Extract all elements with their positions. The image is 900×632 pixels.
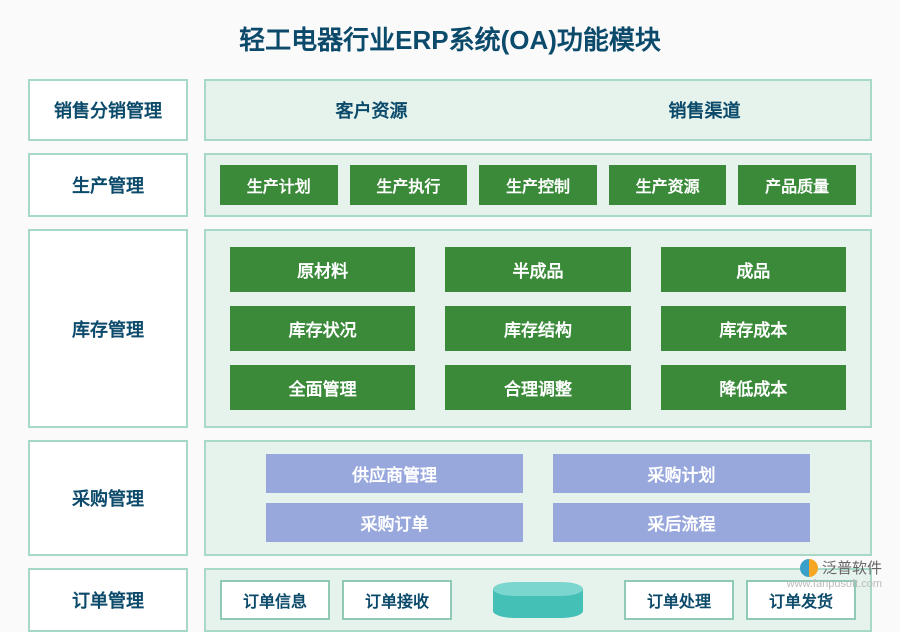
content-sales: 客户资源 销售渠道 bbox=[204, 79, 872, 141]
row-sales: 销售分销管理 客户资源 销售渠道 bbox=[28, 79, 872, 141]
order-chip: 订单接收 bbox=[342, 580, 452, 620]
content-production: 生产计划 生产执行 生产控制 生产资源 产品质量 bbox=[204, 153, 872, 217]
watermark: 泛普软件 www.fanpusoft.com bbox=[787, 557, 882, 590]
prod-chip: 生产执行 bbox=[350, 165, 468, 205]
inv-chip: 库存结构 bbox=[445, 306, 630, 351]
order-chip: 订单信息 bbox=[220, 580, 330, 620]
diagram-body: 销售分销管理 客户资源 销售渠道 生产管理 生产计划 生产执行 生产控制 生产资… bbox=[28, 79, 872, 632]
inv-chip: 库存状况 bbox=[230, 306, 415, 351]
content-order: 订单信息 订单接收 订单处理 订单发货 bbox=[204, 568, 872, 632]
row-procurement: 采购管理 供应商管理 采购计划 采购订单 采后流程 bbox=[28, 440, 872, 556]
inv-chip: 库存成本 bbox=[661, 306, 846, 351]
label-production: 生产管理 bbox=[28, 153, 188, 217]
row-order: 订单管理 订单信息 订单接收 订单处理 订单发货 bbox=[28, 568, 872, 632]
inv-chip: 降低成本 bbox=[661, 365, 846, 410]
logo-icon bbox=[800, 559, 818, 577]
row-production: 生产管理 生产计划 生产执行 生产控制 生产资源 产品质量 bbox=[28, 153, 872, 217]
proc-chip: 采购订单 bbox=[266, 503, 523, 542]
content-inventory: 原材料 半成品 成品 库存状况 库存结构 库存成本 全面管理 合理调整 降低成本 bbox=[204, 229, 872, 428]
prod-chip: 生产控制 bbox=[479, 165, 597, 205]
inv-chip: 半成品 bbox=[445, 247, 630, 292]
inv-chip: 成品 bbox=[661, 247, 846, 292]
label-sales: 销售分销管理 bbox=[28, 79, 188, 141]
watermark-url: www.fanpusoft.com bbox=[787, 578, 882, 590]
order-chip: 订单处理 bbox=[624, 580, 734, 620]
sales-item: 客户资源 bbox=[220, 91, 523, 129]
inv-chip: 全面管理 bbox=[230, 365, 415, 410]
inv-chip: 原材料 bbox=[230, 247, 415, 292]
prod-chip: 生产计划 bbox=[220, 165, 338, 205]
proc-chip: 采后流程 bbox=[553, 503, 810, 542]
label-procurement: 采购管理 bbox=[28, 440, 188, 556]
diagram-title: 轻工电器行业ERP系统(OA)功能模块 bbox=[28, 20, 872, 57]
prod-chip: 生产资源 bbox=[609, 165, 727, 205]
label-order: 订单管理 bbox=[28, 568, 188, 632]
proc-chip: 供应商管理 bbox=[266, 454, 523, 493]
proc-chip: 采购计划 bbox=[553, 454, 810, 493]
prod-chip: 产品质量 bbox=[738, 165, 856, 205]
content-procurement: 供应商管理 采购计划 采购订单 采后流程 bbox=[204, 440, 872, 556]
database-icon bbox=[493, 582, 583, 618]
sales-item: 销售渠道 bbox=[553, 91, 856, 129]
watermark-brand: 泛普软件 bbox=[822, 557, 882, 578]
row-inventory: 库存管理 原材料 半成品 成品 库存状况 库存结构 库存成本 全面管理 合理调整… bbox=[28, 229, 872, 428]
inv-chip: 合理调整 bbox=[445, 365, 630, 410]
label-inventory: 库存管理 bbox=[28, 229, 188, 428]
